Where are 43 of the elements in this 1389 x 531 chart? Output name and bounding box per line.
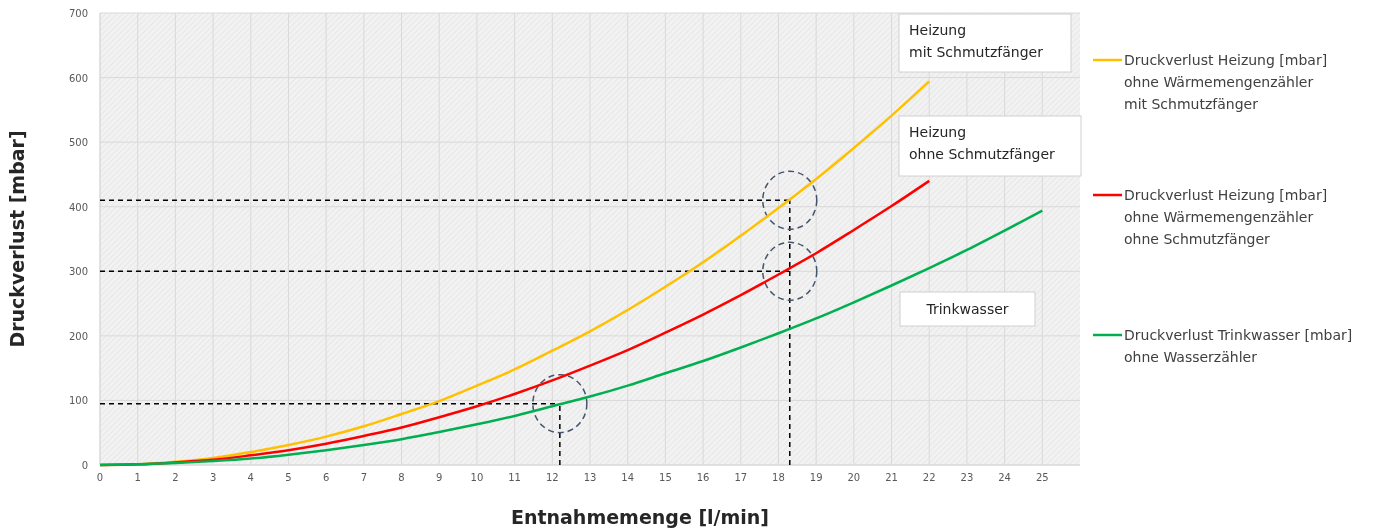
legend-label: Druckverlust Trinkwasser [mbar] ohne Wasserzähler — [1124, 327, 1353, 365]
legend-label: Druckverlust Heizung [mbar] ohne Wärmemengenzähler ohne Schmutzfänger — [1124, 187, 1328, 247]
x-tick-label: 25 — [1035, 472, 1049, 483]
x-tick-label: 13 — [583, 472, 597, 483]
y-axis-title: Druckverlust [mbar] — [6, 130, 28, 348]
y-tick-label: 700 — [68, 8, 88, 19]
legend-label: Druckverlust Heizung [mbar] ohne Wärmemengenzähler mit Schmutzfänger — [1124, 52, 1328, 112]
x-tick-label: 6 — [322, 472, 330, 483]
x-tick-label: 20 — [847, 472, 861, 483]
x-axis-title: Entnahmemenge [l/min] — [510, 506, 770, 528]
y-tick-label: 200 — [68, 330, 88, 342]
x-tick-label: 8 — [398, 472, 405, 483]
x-tick-label: 2 — [172, 472, 179, 483]
y-tick-label: 0 — [81, 460, 88, 471]
x-tick-label: 18 — [772, 472, 785, 483]
x-tick-label: 19 — [809, 472, 823, 483]
annotation: Heizung ohne Schmutzfänger — [909, 124, 1056, 162]
y-tick-label: 500 — [68, 137, 88, 149]
x-tick-label: 22 — [922, 472, 936, 483]
x-tick-label: 7 — [360, 472, 368, 483]
x-tick-label: 5 — [285, 472, 292, 483]
y-tick-label: 100 — [68, 395, 88, 407]
x-tick-label: 23 — [960, 472, 974, 483]
annotation: Trinkwasser — [925, 301, 1009, 317]
x-tick-label: 4 — [247, 472, 254, 483]
annotation: Heizung mit Schmutzfänger — [909, 22, 1044, 60]
y-tick-label: 600 — [68, 72, 88, 84]
x-tick-label: 16 — [696, 472, 710, 483]
x-tick-label: 15 — [659, 472, 672, 483]
x-tick-label: 24 — [998, 472, 1011, 483]
x-tick-label: 21 — [885, 472, 898, 483]
x-tick-label: 10 — [470, 472, 484, 483]
y-tick-label: 300 — [68, 266, 88, 278]
y-tick-label: 400 — [68, 201, 88, 213]
x-tick-label: 14 — [621, 472, 635, 483]
x-tick-label: 0 — [96, 472, 104, 483]
x-tick-label: 9 — [436, 472, 443, 483]
line-series — [98, 209, 1044, 467]
x-tick-label: 1 — [134, 472, 141, 483]
x-tick-label: 3 — [209, 472, 217, 483]
x-tick-label: 12 — [545, 472, 559, 483]
x-tick-label: 17 — [734, 472, 748, 483]
x-tick-label: 11 — [508, 472, 521, 483]
